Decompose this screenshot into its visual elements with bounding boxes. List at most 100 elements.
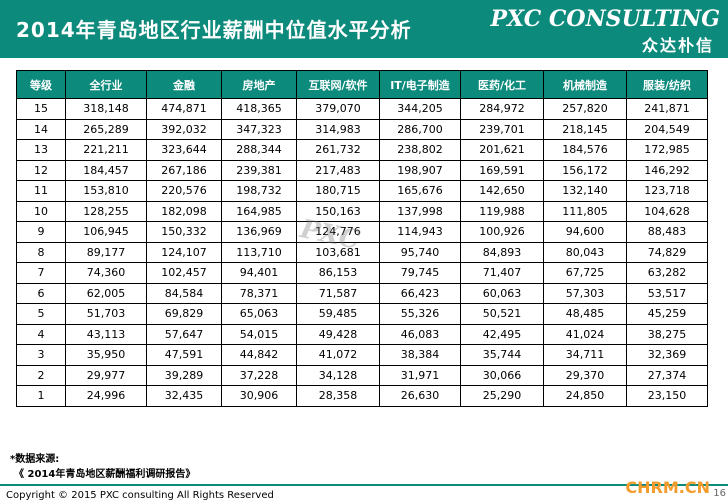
salary-cell: 288,344 <box>221 139 297 161</box>
salary-cell: 86,153 <box>296 262 380 284</box>
salary-cell: 392,032 <box>146 118 222 140</box>
salary-cell: 23,150 <box>626 385 708 407</box>
salary-cell: 51,703 <box>65 303 147 325</box>
salary-cell: 137,998 <box>379 200 461 222</box>
salary-cell: 24,850 <box>543 385 627 407</box>
salary-cell: 34,128 <box>296 364 380 386</box>
salary-cell: 44,842 <box>221 344 297 366</box>
grade-cell: 15 <box>16 98 66 120</box>
salary-cell: 29,370 <box>543 364 627 386</box>
table-row: 7 74,360 102,457 94,401 86,153 79,745 71,407 67… <box>16 262 708 284</box>
grade-cell: 1 <box>16 385 66 407</box>
grade-cell: 6 <box>16 282 66 304</box>
salary-cell: 169,591 <box>460 159 544 181</box>
table-row: 5 51,703 69,829 65,063 59,485 55,326 50,521 48,… <box>16 303 708 325</box>
source-report: 《 2014年青岛地区薪酬福利调研报告》 <box>14 469 196 480</box>
salary-cell: 114,943 <box>379 221 461 243</box>
salary-cell: 84,893 <box>460 241 544 263</box>
salary-cell: 102,457 <box>146 262 222 284</box>
column-header: 房地产 <box>221 70 297 99</box>
salary-cell: 89,177 <box>65 241 147 263</box>
salary-cell: 50,521 <box>460 303 544 325</box>
salary-cell: 474,871 <box>146 98 222 120</box>
salary-cell: 218,145 <box>543 118 627 140</box>
salary-cell: 62,005 <box>65 282 147 304</box>
table-row: 9 106,945 150,332 136,969 124,776 114,943 100,… <box>16 221 708 243</box>
salary-cell: 217,483 <box>296 159 380 181</box>
salary-cell: 94,600 <box>543 221 627 243</box>
salary-cell: 261,732 <box>296 139 380 161</box>
salary-cell: 67,725 <box>543 262 627 284</box>
table-row: 10 128,255 182,098 164,985 150,163 137,998 119… <box>16 200 708 222</box>
salary-cell: 29,977 <box>65 364 147 386</box>
salary-cell: 150,332 <box>146 221 222 243</box>
grade-cell: 11 <box>16 180 66 202</box>
column-header: IT/电子制造 <box>379 70 461 99</box>
copyright-text: Copyright © 2015 PXC consulting All Righ… <box>6 490 274 501</box>
salary-cell: 418,365 <box>221 98 297 120</box>
salary-cell: 38,384 <box>379 344 461 366</box>
salary-cell: 54,015 <box>221 323 297 345</box>
salary-cell: 220,576 <box>146 180 222 202</box>
grade-cell: 10 <box>16 200 66 222</box>
salary-cell: 60,063 <box>460 282 544 304</box>
table-row: 8 89,177 124,107 113,710 103,681 95,740 84,893… <box>16 241 708 263</box>
salary-cell: 47,591 <box>146 344 222 366</box>
table-row: 14 265,289 392,032 347,323 314,983 286,700 239… <box>16 118 708 140</box>
logo-main-text: PXC CONSULTING <box>490 6 721 32</box>
salary-cell: 239,381 <box>221 159 297 181</box>
salary-cell: 180,715 <box>296 180 380 202</box>
salary-cell: 265,289 <box>65 118 147 140</box>
column-header: 全行业 <box>65 70 147 99</box>
salary-cell: 66,423 <box>379 282 461 304</box>
salary-cell: 57,647 <box>146 323 222 345</box>
table-row: 11 153,810 220,576 198,732 180,715 165,676 142… <box>16 180 708 202</box>
column-header: 互联网/软件 <box>296 70 380 99</box>
grade-cell: 3 <box>16 344 66 366</box>
column-header: 等级 <box>16 70 66 99</box>
salary-cell: 78,371 <box>221 282 297 304</box>
salary-cell: 165,676 <box>379 180 461 202</box>
salary-cell: 136,969 <box>221 221 297 243</box>
salary-cell: 71,407 <box>460 262 544 284</box>
salary-cell: 46,083 <box>379 323 461 345</box>
table-row: 3 35,950 47,591 44,842 41,072 38,384 35,744 34,… <box>16 344 708 366</box>
salary-cell: 113,710 <box>221 241 297 263</box>
table-row: 13 221,211 323,644 288,344 261,732 238,802 201… <box>16 139 708 161</box>
grade-cell: 2 <box>16 364 66 386</box>
grade-cell: 5 <box>16 303 66 325</box>
salary-cell: 142,650 <box>460 180 544 202</box>
salary-cell: 323,644 <box>146 139 222 161</box>
salary-cell: 284,972 <box>460 98 544 120</box>
table-body: 15 318,148 474,871 418,365 379,070 344,205 284… <box>16 98 708 407</box>
salary-cell: 79,745 <box>379 262 461 284</box>
table-row: 4 43,113 57,647 54,015 49,428 46,083 42,495 41,… <box>16 323 708 345</box>
salary-cell: 104,628 <box>626 200 708 222</box>
salary-cell: 84,584 <box>146 282 222 304</box>
salary-cell: 103,681 <box>296 241 380 263</box>
salary-cell: 57,303 <box>543 282 627 304</box>
header-row: 等级 全行业 金融 房地产 互联网/软件 IT/电子制造 医药/化工 机械制造 服装/纺织 <box>16 70 708 99</box>
salary-cell: 32,435 <box>146 385 222 407</box>
salary-cell: 241,871 <box>626 98 708 120</box>
salary-cell: 41,024 <box>543 323 627 345</box>
table-row: 2 29,977 39,289 37,228 34,128 31,971 30,066 29,… <box>16 364 708 386</box>
salary-cell: 201,621 <box>460 139 544 161</box>
salary-cell: 43,113 <box>65 323 147 345</box>
salary-cell: 123,718 <box>626 180 708 202</box>
salary-cell: 314,983 <box>296 118 380 140</box>
salary-cell: 30,066 <box>460 364 544 386</box>
source-label: *数据来源: <box>10 454 60 465</box>
salary-cell: 221,211 <box>65 139 147 161</box>
salary-cell: 238,802 <box>379 139 461 161</box>
grade-cell: 9 <box>16 221 66 243</box>
salary-cell: 132,140 <box>543 180 627 202</box>
salary-cell: 35,744 <box>460 344 544 366</box>
salary-cell: 48,485 <box>543 303 627 325</box>
salary-cell: 286,700 <box>379 118 461 140</box>
salary-cell: 204,549 <box>626 118 708 140</box>
salary-cell: 150,163 <box>296 200 380 222</box>
table-header: 等级 全行业 金融 房地产 互联网/软件 IT/电子制造 医药/化工 机械制造 服装/纺织 <box>16 70 708 99</box>
salary-cell: 111,805 <box>543 200 627 222</box>
grade-cell: 14 <box>16 118 66 140</box>
